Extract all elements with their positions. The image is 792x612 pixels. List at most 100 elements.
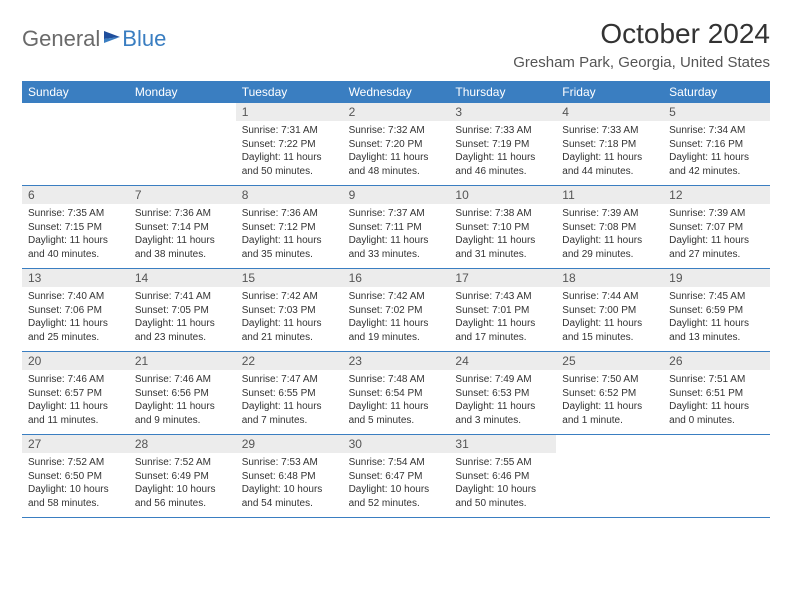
day-number: 10 — [449, 186, 556, 204]
day-details: Sunrise: 7:49 AMSunset: 6:53 PMDaylight:… — [449, 370, 556, 431]
sunrise-text: Sunrise: 7:38 AM — [455, 207, 550, 221]
sunrise-text: Sunrise: 7:42 AM — [242, 290, 337, 304]
sunrise-text: Sunrise: 7:31 AM — [242, 124, 337, 138]
sunrise-text: Sunrise: 7:43 AM — [455, 290, 550, 304]
daylight-text: Daylight: 11 hours and 48 minutes. — [349, 151, 444, 178]
sunrise-text: Sunrise: 7:36 AM — [242, 207, 337, 221]
daylight-text: Daylight: 11 hours and 46 minutes. — [455, 151, 550, 178]
logo: General Blue — [22, 18, 166, 52]
daylight-text: Daylight: 11 hours and 17 minutes. — [455, 317, 550, 344]
sunset-text: Sunset: 7:10 PM — [455, 221, 550, 235]
sunset-text: Sunset: 6:53 PM — [455, 387, 550, 401]
sunset-text: Sunset: 7:01 PM — [455, 304, 550, 318]
weekday-header: Friday — [556, 81, 663, 103]
day-details: Sunrise: 7:39 AMSunset: 7:07 PMDaylight:… — [663, 204, 770, 265]
day-number: 21 — [129, 352, 236, 370]
logo-flag-icon — [102, 27, 122, 52]
daylight-text: Daylight: 11 hours and 35 minutes. — [242, 234, 337, 261]
sunrise-text: Sunrise: 7:46 AM — [135, 373, 230, 387]
week-row: 13Sunrise: 7:40 AMSunset: 7:06 PMDayligh… — [22, 269, 770, 352]
sunrise-text: Sunrise: 7:52 AM — [28, 456, 123, 470]
sunset-text: Sunset: 6:46 PM — [455, 470, 550, 484]
day-number: 5 — [663, 103, 770, 121]
daylight-text: Daylight: 11 hours and 7 minutes. — [242, 400, 337, 427]
sunrise-text: Sunrise: 7:34 AM — [669, 124, 764, 138]
day-number: 11 — [556, 186, 663, 204]
day-details: Sunrise: 7:47 AMSunset: 6:55 PMDaylight:… — [236, 370, 343, 431]
sunset-text: Sunset: 7:18 PM — [562, 138, 657, 152]
sunset-text: Sunset: 6:50 PM — [28, 470, 123, 484]
daylight-text: Daylight: 11 hours and 13 minutes. — [669, 317, 764, 344]
sunrise-text: Sunrise: 7:33 AM — [455, 124, 550, 138]
weekday-header: Thursday — [449, 81, 556, 103]
day-number: 27 — [22, 435, 129, 453]
weekday-header-row: Sunday Monday Tuesday Wednesday Thursday… — [22, 81, 770, 103]
day-number: 18 — [556, 269, 663, 287]
day-details: Sunrise: 7:53 AMSunset: 6:48 PMDaylight:… — [236, 453, 343, 514]
day-details: Sunrise: 7:48 AMSunset: 6:54 PMDaylight:… — [343, 370, 450, 431]
day-number: 6 — [22, 186, 129, 204]
sunset-text: Sunset: 6:51 PM — [669, 387, 764, 401]
day-cell: 30Sunrise: 7:54 AMSunset: 6:47 PMDayligh… — [343, 435, 450, 517]
day-number: 25 — [556, 352, 663, 370]
day-number: 1 — [236, 103, 343, 121]
day-cell: 29Sunrise: 7:53 AMSunset: 6:48 PMDayligh… — [236, 435, 343, 517]
sunset-text: Sunset: 6:52 PM — [562, 387, 657, 401]
daylight-text: Daylight: 11 hours and 38 minutes. — [135, 234, 230, 261]
sunset-text: Sunset: 7:14 PM — [135, 221, 230, 235]
day-number: 12 — [663, 186, 770, 204]
day-cell: 17Sunrise: 7:43 AMSunset: 7:01 PMDayligh… — [449, 269, 556, 351]
sunset-text: Sunset: 7:05 PM — [135, 304, 230, 318]
daylight-text: Daylight: 11 hours and 31 minutes. — [455, 234, 550, 261]
day-details: Sunrise: 7:43 AMSunset: 7:01 PMDaylight:… — [449, 287, 556, 348]
daylight-text: Daylight: 11 hours and 44 minutes. — [562, 151, 657, 178]
weekday-header: Wednesday — [343, 81, 450, 103]
day-number: 23 — [343, 352, 450, 370]
calendar-page: General Blue October 2024 Gresham Park, … — [0, 0, 792, 536]
sunset-text: Sunset: 7:03 PM — [242, 304, 337, 318]
day-cell: 21Sunrise: 7:46 AMSunset: 6:56 PMDayligh… — [129, 352, 236, 434]
day-cell: 9Sunrise: 7:37 AMSunset: 7:11 PMDaylight… — [343, 186, 450, 268]
weekday-header: Tuesday — [236, 81, 343, 103]
day-cell — [663, 435, 770, 517]
day-details: Sunrise: 7:38 AMSunset: 7:10 PMDaylight:… — [449, 204, 556, 265]
daylight-text: Daylight: 11 hours and 15 minutes. — [562, 317, 657, 344]
day-cell — [556, 435, 663, 517]
sunset-text: Sunset: 7:07 PM — [669, 221, 764, 235]
sunset-text: Sunset: 6:55 PM — [242, 387, 337, 401]
daylight-text: Daylight: 11 hours and 23 minutes. — [135, 317, 230, 344]
daylight-text: Daylight: 10 hours and 58 minutes. — [28, 483, 123, 510]
sunrise-text: Sunrise: 7:41 AM — [135, 290, 230, 304]
day-cell: 10Sunrise: 7:38 AMSunset: 7:10 PMDayligh… — [449, 186, 556, 268]
day-cell: 2Sunrise: 7:32 AMSunset: 7:20 PMDaylight… — [343, 103, 450, 185]
title-block: October 2024 Gresham Park, Georgia, Unit… — [513, 18, 770, 71]
day-number: 9 — [343, 186, 450, 204]
day-number: 3 — [449, 103, 556, 121]
sunrise-text: Sunrise: 7:44 AM — [562, 290, 657, 304]
daylight-text: Daylight: 11 hours and 33 minutes. — [349, 234, 444, 261]
calendar-grid: Sunday Monday Tuesday Wednesday Thursday… — [22, 81, 770, 518]
day-details: Sunrise: 7:34 AMSunset: 7:16 PMDaylight:… — [663, 121, 770, 182]
day-cell: 15Sunrise: 7:42 AMSunset: 7:03 PMDayligh… — [236, 269, 343, 351]
sunrise-text: Sunrise: 7:32 AM — [349, 124, 444, 138]
logo-text-general: General — [22, 26, 100, 52]
day-number: 16 — [343, 269, 450, 287]
sunrise-text: Sunrise: 7:55 AM — [455, 456, 550, 470]
daylight-text: Daylight: 11 hours and 11 minutes. — [28, 400, 123, 427]
sunset-text: Sunset: 6:56 PM — [135, 387, 230, 401]
day-number: 8 — [236, 186, 343, 204]
day-cell: 8Sunrise: 7:36 AMSunset: 7:12 PMDaylight… — [236, 186, 343, 268]
sunrise-text: Sunrise: 7:39 AM — [562, 207, 657, 221]
day-cell: 14Sunrise: 7:41 AMSunset: 7:05 PMDayligh… — [129, 269, 236, 351]
day-details: Sunrise: 7:45 AMSunset: 6:59 PMDaylight:… — [663, 287, 770, 348]
sunrise-text: Sunrise: 7:48 AM — [349, 373, 444, 387]
sunrise-text: Sunrise: 7:54 AM — [349, 456, 444, 470]
page-header: General Blue October 2024 Gresham Park, … — [22, 18, 770, 71]
sunset-text: Sunset: 6:48 PM — [242, 470, 337, 484]
sunset-text: Sunset: 6:59 PM — [669, 304, 764, 318]
day-details: Sunrise: 7:42 AMSunset: 7:02 PMDaylight:… — [343, 287, 450, 348]
day-cell: 20Sunrise: 7:46 AMSunset: 6:57 PMDayligh… — [22, 352, 129, 434]
day-cell: 22Sunrise: 7:47 AMSunset: 6:55 PMDayligh… — [236, 352, 343, 434]
day-details: Sunrise: 7:36 AMSunset: 7:14 PMDaylight:… — [129, 204, 236, 265]
day-details: Sunrise: 7:46 AMSunset: 6:57 PMDaylight:… — [22, 370, 129, 431]
